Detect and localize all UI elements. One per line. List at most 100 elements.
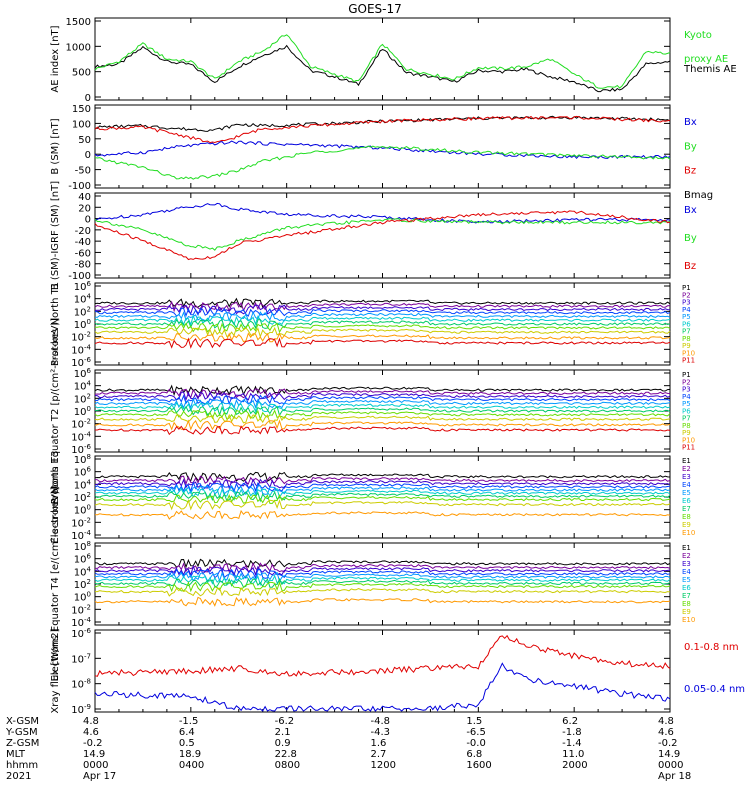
y-tick-label: 500 [72, 68, 91, 79]
y-tick-label: -20 [75, 226, 91, 237]
footer-value: 1200 [370, 760, 396, 771]
legend-by: By [684, 141, 697, 152]
y-axis-label: Xray flux [W/m2] [50, 628, 61, 713]
y-tick-label: 100 [74, 504, 91, 517]
channel-e3 [94, 478, 671, 490]
channel-p5 [94, 397, 671, 410]
y-tick-label: -60 [75, 248, 91, 259]
legend-e6: E6 [682, 497, 691, 505]
legend-e10: E10 [682, 616, 695, 624]
y-tick-label: 100 [74, 591, 91, 604]
y-tick-label: 102 [74, 578, 91, 591]
footer-value: -0.0 [466, 738, 486, 749]
legend-p9: P9 [682, 429, 691, 437]
channel-p3 [94, 391, 671, 402]
legend-p8: P8 [682, 422, 691, 430]
footer-value: Apr 17 [83, 771, 117, 782]
panel-1: 1500 1000 500 0 AE index [nT] Kyoto proxy AETh… [50, 17, 737, 104]
footer-value: -1.8 [562, 727, 582, 738]
panel-8: 10-6 10-7 10-8 10-9 Xray flux [W/m2] 0.1-0.8 … [50, 627, 745, 716]
y-tick-label: 102 [74, 392, 91, 405]
legend-p9: P9 [682, 342, 691, 350]
legend-e10: E10 [682, 529, 695, 537]
y-tick-label: 104 [74, 478, 92, 491]
channel-p10 [94, 419, 671, 431]
footer-value: -1.5 [178, 716, 199, 727]
channel-e6 [94, 487, 671, 499]
channel-e1 [94, 471, 671, 482]
legend-p1: P1 [682, 371, 691, 379]
legend-themis-ae: Themis AE [683, 64, 737, 75]
y-tick-label: 102 [74, 491, 91, 504]
footer-value: Apr 18 [658, 771, 692, 782]
footer-value: 0000 [658, 760, 684, 771]
y-tick-label: 10-2 [71, 331, 91, 344]
legend-bz: Bz [684, 261, 696, 272]
channel-e2 [94, 475, 671, 486]
channel-e5 [94, 571, 671, 583]
y-tick-label: 10-4 [71, 430, 91, 443]
y-tick-label: 0 [85, 215, 91, 226]
footer-value: 4.8 [658, 716, 674, 727]
panel-2: 150 100 50 0 -50 -100 B (SM) [nT] Bx By Bz Bmag [50, 104, 713, 201]
legend-e3: E3 [682, 473, 691, 481]
series-kyoto-proxy-ae [94, 34, 671, 89]
legend-p11: P11 [682, 444, 695, 452]
channel-e6 [94, 574, 671, 587]
legend-kyoto: Kyoto [684, 30, 712, 41]
legend-e2: E2 [682, 465, 691, 473]
y-tick-label: 10-4 [71, 529, 91, 542]
footer-row-label: Z-GSM [6, 738, 40, 749]
footer-value: 6.8 [466, 749, 483, 760]
legend-p6: P6 [682, 320, 691, 328]
panel-frame [94, 192, 671, 279]
footer-value: -4.8 [370, 716, 391, 727]
y-tick-label: -50 [75, 166, 91, 177]
y-tick-label: 50 [78, 135, 91, 146]
series-bz [94, 115, 671, 144]
footer-value: 6.2 [562, 716, 579, 727]
channel-p10 [94, 332, 671, 343]
series-bx [94, 202, 671, 224]
legend-e1: E1 [682, 457, 691, 465]
y-tick-label: 106 [74, 466, 92, 479]
channel-e4 [94, 568, 671, 580]
legend-0-1-0-8-nm: 0.1-0.8 nm [684, 642, 739, 653]
series-bmag [95, 115, 671, 132]
legend-e9: E9 [682, 608, 691, 616]
legend-by: By [684, 233, 697, 244]
footer-row-x-gsm: X-GSM 4.8 -1.5 -6.2 -4.8 1.5 6.2 4.8 [0, 716, 750, 727]
legend-p3: P3 [682, 299, 691, 307]
footer-value: 0400 [178, 760, 205, 771]
channel-p1 [94, 297, 671, 309]
footer-row-label: X-GSM [6, 716, 40, 727]
footer-row-label: 2021 [6, 771, 32, 782]
channel-e5 [94, 484, 671, 496]
footer-value: 14.9 [83, 749, 106, 760]
legend-p11: P11 [682, 357, 695, 365]
footer-value: 0.9 [274, 738, 291, 749]
panel-frame [94, 17, 671, 101]
y-tick-label: 10-7 [71, 652, 91, 665]
y-tick-label: 0 [85, 93, 91, 104]
legend-e5: E5 [682, 489, 691, 497]
y-tick-label: 10-2 [71, 516, 91, 529]
y-tick-label: 108 [74, 453, 91, 466]
legend-0-05-0-4-nm: 0.05-0.4 nm [684, 684, 745, 695]
legend-p10: P10 [682, 349, 695, 357]
y-tick-label: 100 [74, 318, 91, 331]
legend-p2: P2 [682, 378, 691, 386]
footer-value: 2.1 [274, 727, 291, 738]
legend-p3: P3 [682, 386, 691, 394]
legend-proxy-ae: proxy AE [684, 54, 728, 65]
legend-e8: E8 [682, 513, 691, 521]
footer-value: 4.6 [83, 727, 99, 738]
channel-p4 [94, 307, 671, 318]
footer-value: -0.2 [658, 738, 678, 749]
series-bx [94, 140, 671, 160]
y-axis-label: Electrons Equator T4 [e/(cm²-s-sr-keV)] [50, 486, 61, 681]
